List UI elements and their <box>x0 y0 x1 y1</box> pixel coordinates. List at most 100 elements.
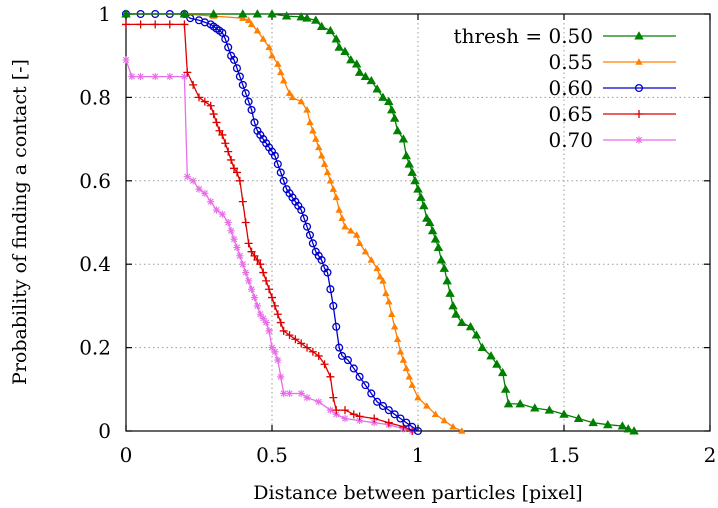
data-point <box>252 9 263 18</box>
data-point <box>323 168 332 176</box>
legend-entry: 0.65 <box>548 102 676 126</box>
data-point <box>335 206 343 213</box>
y-tick-label: 0.2 <box>79 336 111 360</box>
data-point <box>373 397 382 406</box>
data-point <box>183 68 192 77</box>
data-point <box>355 372 364 381</box>
data-point <box>206 101 215 110</box>
data-point <box>235 176 244 185</box>
data-point <box>370 414 379 423</box>
data-point <box>326 176 335 184</box>
data-point <box>265 43 273 51</box>
data-point <box>229 55 239 64</box>
data-point <box>244 239 253 248</box>
data-point <box>151 72 159 81</box>
data-point <box>355 239 364 247</box>
data-point <box>393 335 402 342</box>
data-point <box>303 394 311 402</box>
data-point <box>326 285 335 294</box>
data-point <box>390 322 399 330</box>
series-0 <box>121 9 639 435</box>
data-point <box>195 185 203 193</box>
legend-entry: 0.60 <box>548 76 676 100</box>
data-point <box>530 403 540 412</box>
data-point <box>297 339 306 348</box>
data-point <box>387 105 397 114</box>
data-point <box>189 177 197 185</box>
data-point <box>338 214 346 222</box>
data-point <box>424 217 435 226</box>
data-point <box>227 155 236 164</box>
data-point <box>276 318 285 327</box>
data-point <box>433 242 444 251</box>
data-point <box>247 285 256 293</box>
legend-entry: thresh = 0.50 <box>454 24 676 48</box>
series-2 <box>121 9 423 436</box>
data-point <box>603 419 613 429</box>
data-point <box>200 97 209 106</box>
data-point <box>303 106 311 113</box>
data-point <box>329 393 338 402</box>
data-point <box>492 359 502 368</box>
data-point <box>320 160 329 167</box>
data-point <box>239 260 247 268</box>
data-point <box>236 252 244 260</box>
data-point <box>503 399 514 408</box>
tick-layer: 0 0.5 1 1.5 2 0 0.2 0.4 0.6 0.8 1 <box>79 2 716 467</box>
data-point <box>329 301 338 310</box>
data-point <box>408 422 417 431</box>
data-point <box>361 381 370 390</box>
data-point <box>617 421 628 430</box>
data-point <box>121 9 131 18</box>
data-point <box>367 256 375 263</box>
data-point <box>559 409 569 418</box>
legend-label: 0.55 <box>548 50 593 74</box>
data-point <box>486 351 496 360</box>
data-point <box>326 372 335 381</box>
data-point <box>302 13 312 22</box>
data-point <box>515 399 525 408</box>
data-point <box>332 322 341 331</box>
data-point <box>396 414 405 423</box>
y-axis-title: Probability of finding a contact [-] <box>9 59 31 385</box>
data-point <box>343 356 352 365</box>
data-point <box>320 360 329 369</box>
series-1 <box>122 10 466 434</box>
data-point <box>247 20 256 28</box>
grid-layer <box>126 14 710 431</box>
data-point <box>268 293 276 302</box>
data-point <box>297 389 305 398</box>
data-point <box>166 72 174 81</box>
data-point <box>388 310 396 317</box>
data-point <box>232 64 242 73</box>
y-tick-label: 0 <box>98 419 111 443</box>
data-point <box>259 268 268 277</box>
data-point <box>341 414 349 423</box>
data-point <box>335 343 344 352</box>
data-point <box>402 364 411 372</box>
data-point <box>195 93 203 102</box>
series-layer <box>121 9 639 436</box>
data-point <box>384 406 393 415</box>
data-point <box>408 381 416 388</box>
data-point <box>308 239 317 248</box>
data-point <box>136 20 145 29</box>
data-point <box>274 356 282 364</box>
data-point <box>285 89 294 96</box>
data-point <box>265 327 273 335</box>
data-point <box>390 410 399 419</box>
data-point <box>238 9 248 18</box>
data-point <box>227 227 235 235</box>
data-point <box>326 406 334 414</box>
data-point <box>389 113 400 122</box>
data-point <box>215 126 224 135</box>
data-point <box>268 51 276 59</box>
legend-label: 0.60 <box>548 76 593 100</box>
data-point <box>573 413 584 422</box>
data-point <box>221 34 230 44</box>
data-point <box>303 343 312 352</box>
data-point <box>256 260 265 269</box>
series-line <box>126 23 413 432</box>
data-point <box>399 356 408 363</box>
